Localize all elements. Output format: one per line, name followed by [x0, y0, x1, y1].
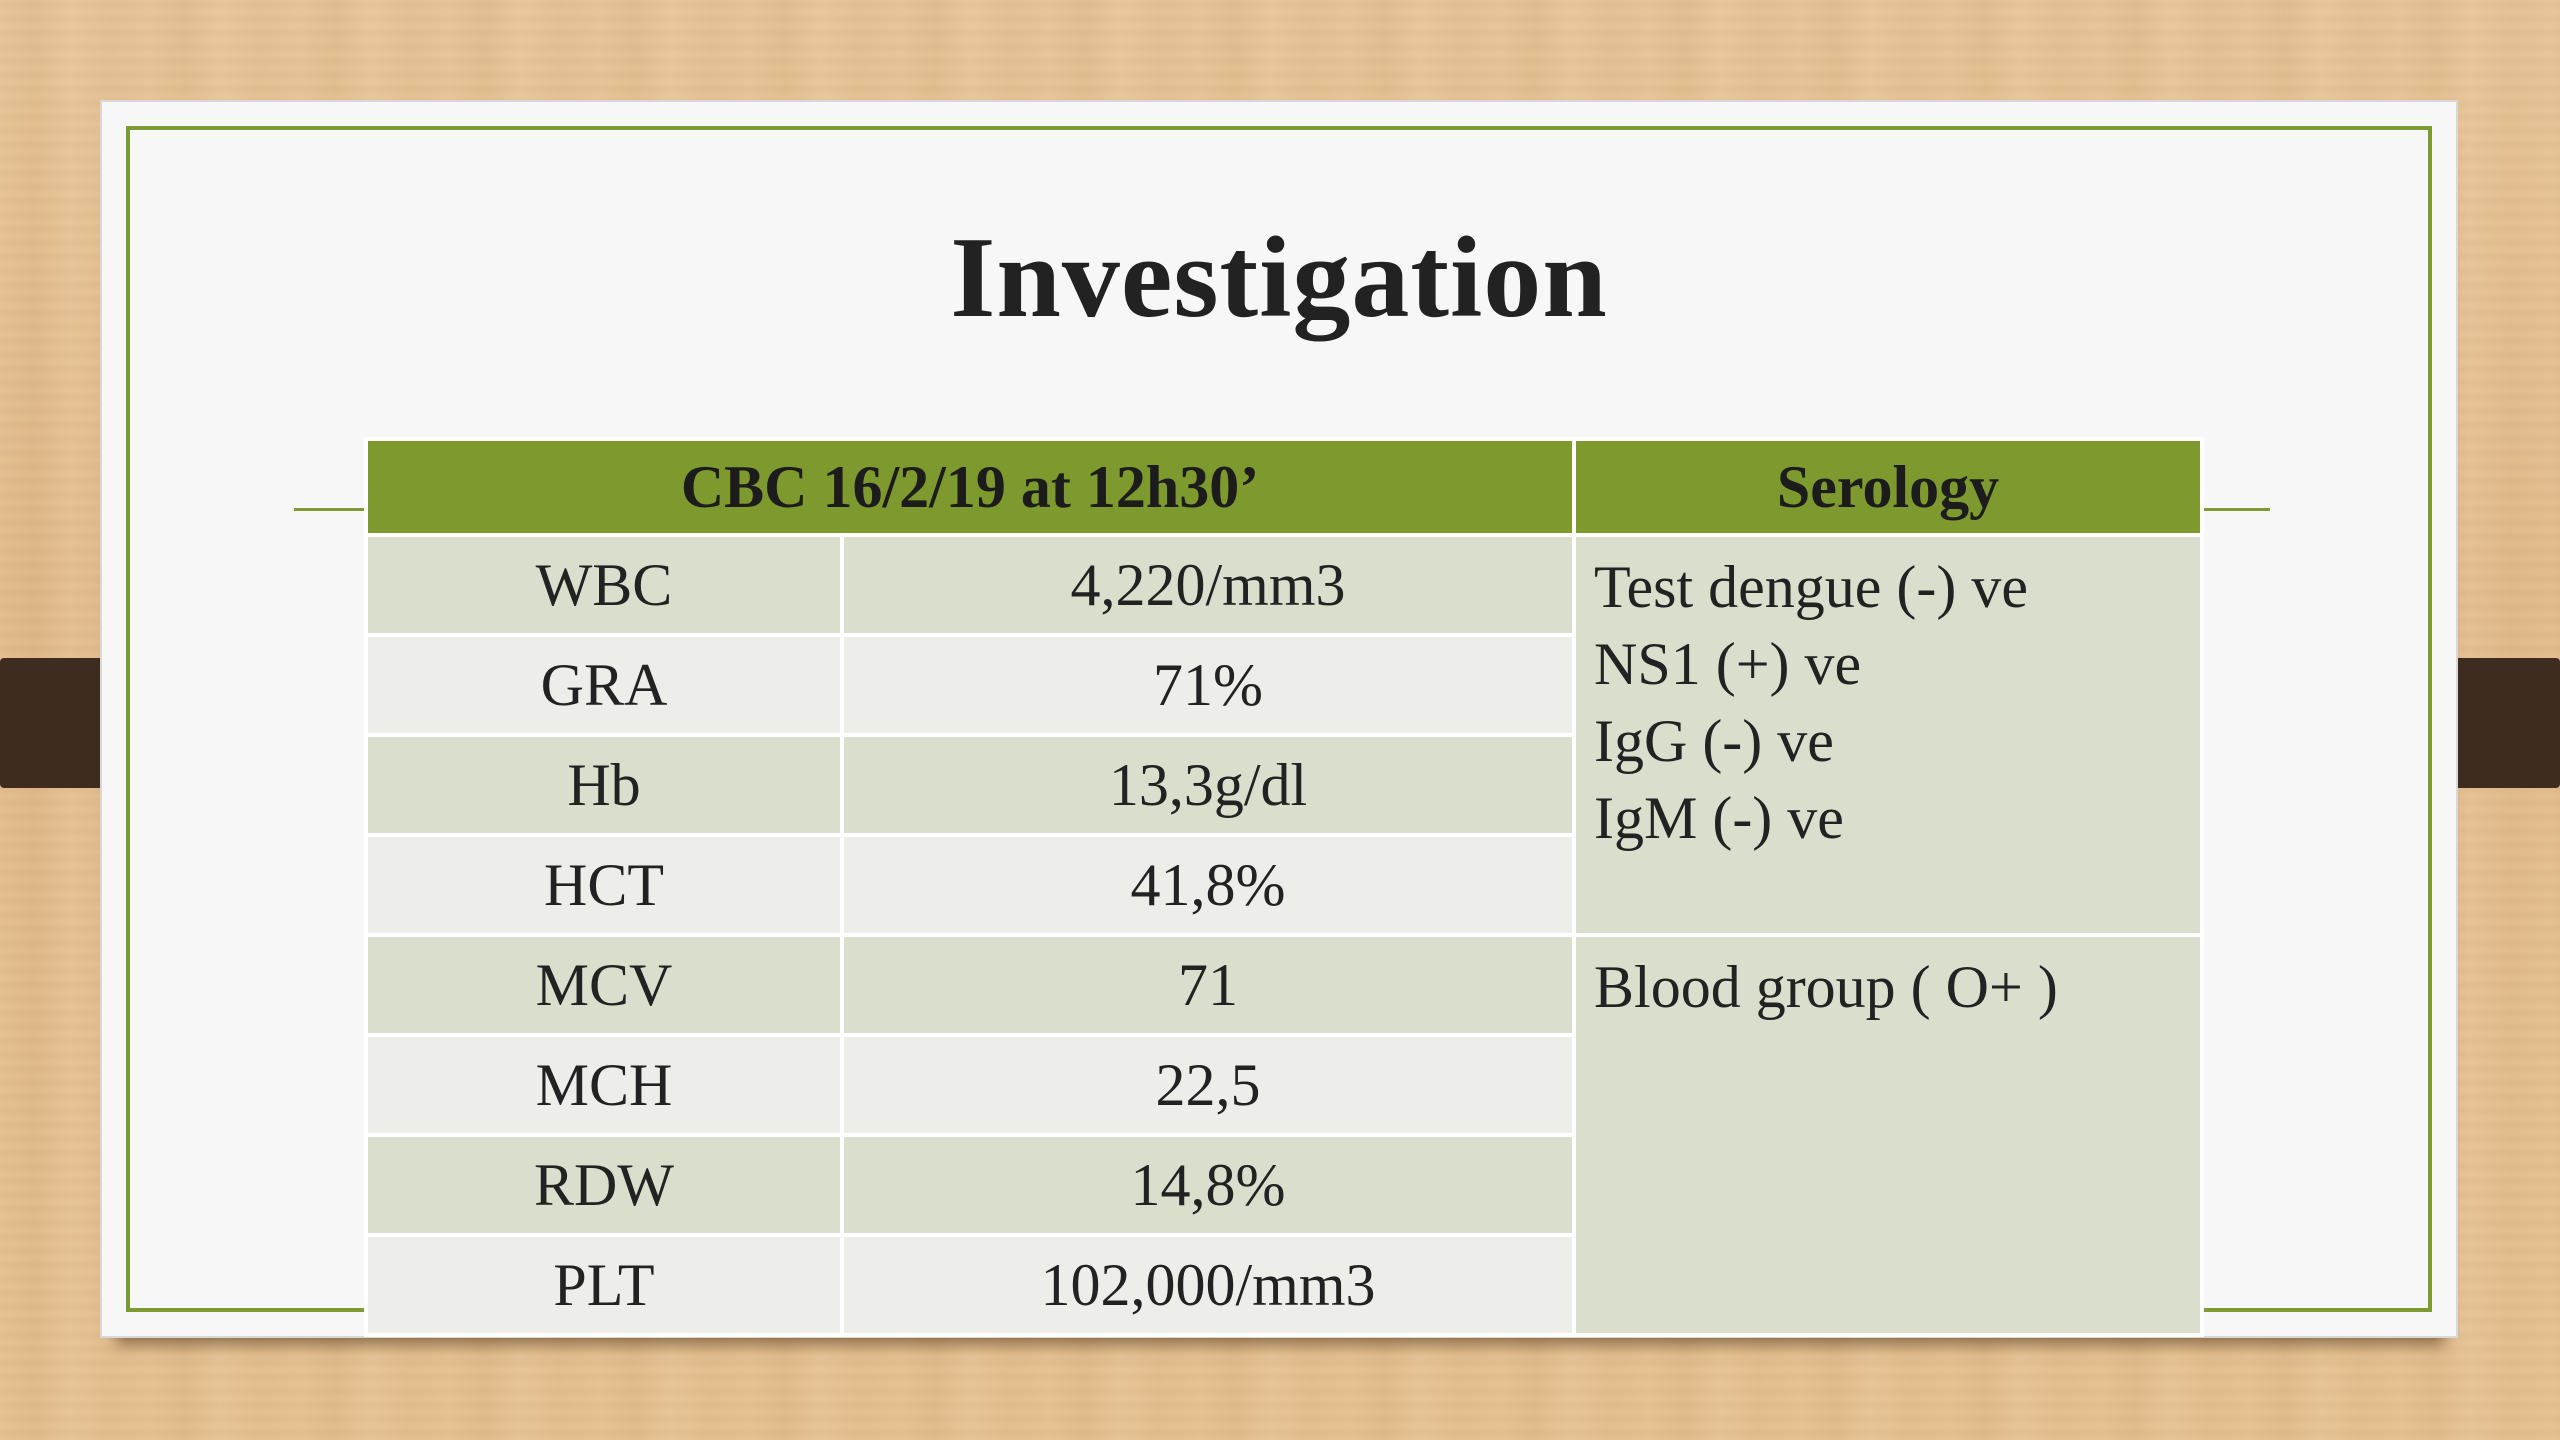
- serology-blood-group: Blood group ( O+ ): [1572, 933, 2205, 1337]
- table-row: RDW 14,8%: [364, 1133, 2202, 1237]
- serology-line: IgM (-) ve: [1594, 785, 1844, 851]
- serology-line: Test dengue (-) ve: [1594, 554, 2028, 620]
- cbc-label: RDW: [364, 1133, 844, 1237]
- cbc-value: 22,5: [839, 1033, 1577, 1137]
- cbc-label: Hb: [364, 733, 844, 837]
- cbc-value: 14,8%: [839, 1133, 1577, 1237]
- cbc-value: 71%: [839, 633, 1577, 737]
- table-row: WBC 4,220/mm3 Test dengue (-) ve NS1 (+)…: [364, 533, 2205, 937]
- slide: Investigation CBC 16/2/19 at 12h30’ Sero…: [100, 100, 2458, 1338]
- cbc-label: MCH: [364, 1033, 844, 1137]
- cbc-label: PLT: [364, 1233, 844, 1337]
- serology-line: IgG (-) ve: [1594, 708, 1834, 774]
- cbc-value: 71: [839, 933, 1577, 1037]
- investigation-table: CBC 16/2/19 at 12h30’ Serology WBC 4,220…: [363, 437, 2205, 1337]
- cbc-label: MCV: [364, 933, 844, 1037]
- cbc-label: WBC: [364, 533, 844, 637]
- cbc-value: 102,000/mm3: [839, 1233, 1577, 1337]
- serology-line: NS1 (+) ve: [1594, 631, 1862, 697]
- cbc-label: GRA: [364, 633, 844, 737]
- slide-title: Investigation: [950, 214, 1608, 342]
- serology-dengue-results: Test dengue (-) ve NS1 (+) ve IgG (-) ve…: [1572, 533, 2205, 937]
- table-row: HCT 41,8%: [364, 833, 2202, 937]
- table-row: Hb 13,3g/dl: [364, 733, 2202, 837]
- cbc-label: HCT: [364, 833, 844, 937]
- serology-header: Serology: [1572, 437, 2205, 537]
- decorative-line-right: [2200, 508, 2270, 511]
- cbc-value: 4,220/mm3: [839, 533, 1577, 637]
- cbc-value: 13,3g/dl: [839, 733, 1577, 837]
- table-row: GRA 71%: [364, 633, 2202, 737]
- decorative-line-left: [294, 508, 364, 511]
- table-row: PLT 102,000/mm3: [364, 1233, 2202, 1337]
- cbc-value: 41,8%: [839, 833, 1577, 937]
- cbc-header: CBC 16/2/19 at 12h30’: [363, 437, 1577, 537]
- table-row: MCV 71 Blood group ( O+ ): [364, 933, 2205, 1337]
- table-row: MCH 22,5: [364, 1033, 2202, 1137]
- table-header-row: CBC 16/2/19 at 12h30’ Serology: [363, 437, 2205, 537]
- serology-line: Blood group ( O+ ): [1594, 954, 2058, 1020]
